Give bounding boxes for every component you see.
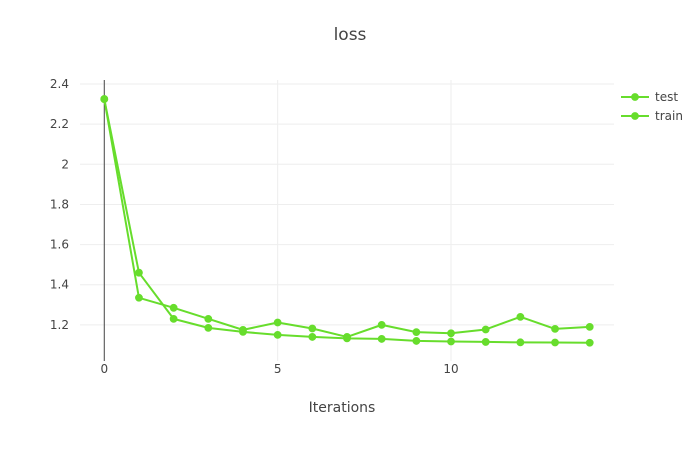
legend-item-train[interactable]: train [621, 109, 683, 123]
data-point-train [585, 322, 594, 331]
legend[interactable]: test train [621, 90, 683, 123]
data-point-train [551, 324, 559, 333]
data-point-train [481, 325, 490, 334]
data-point-train [204, 314, 213, 323]
data-point-train [308, 324, 317, 333]
legend-item-test[interactable]: test [621, 90, 678, 104]
data-point-train [135, 293, 143, 302]
data-point-test [377, 335, 386, 343]
y-tick-label: 2 [61, 157, 69, 171]
data-point-test [169, 314, 178, 323]
data-point-test [412, 337, 421, 345]
legend-marker-test [631, 93, 639, 101]
data-point-test [135, 268, 143, 277]
y-tick-label: 1.4 [50, 278, 69, 292]
y-tick-label: 1.2 [50, 318, 69, 332]
grid-layer [80, 80, 614, 361]
data-point-train [447, 329, 455, 338]
y-tick-label: 1.6 [50, 238, 69, 252]
data-point-test [308, 333, 317, 341]
data-point-test [516, 338, 525, 347]
series-layer [100, 95, 594, 347]
data-point-train [516, 312, 525, 321]
data-point-test [273, 331, 282, 339]
data-point-train [169, 303, 178, 312]
chart-title: loss [334, 25, 367, 45]
legend-marker-train [631, 112, 639, 120]
data-point-train [273, 318, 282, 327]
data-point-train [100, 95, 109, 103]
x-axis-title: Iterations [309, 400, 376, 416]
data-point-test [551, 338, 559, 347]
legend-label-test: test [655, 90, 678, 104]
data-point-train [412, 328, 421, 336]
data-point-test [447, 337, 455, 346]
legend-label-train: train [655, 109, 683, 123]
labels-layer: 1.2 1.4 1.6 1.8 2 2.2 2.4 0 5 10 [50, 77, 459, 376]
data-point-train [239, 325, 247, 334]
y-tick-label: 1.8 [50, 197, 69, 211]
data-point-test [481, 338, 490, 346]
x-tick-label: 0 [100, 362, 108, 376]
data-point-test [204, 323, 213, 332]
data-point-test [585, 338, 594, 347]
data-point-train [343, 333, 351, 341]
x-tick-label: 5 [274, 362, 282, 376]
y-tick-label: 2.2 [50, 117, 69, 131]
y-tick-label: 2.4 [50, 77, 69, 91]
x-tick-label: 10 [443, 362, 458, 376]
data-point-train [377, 320, 386, 329]
